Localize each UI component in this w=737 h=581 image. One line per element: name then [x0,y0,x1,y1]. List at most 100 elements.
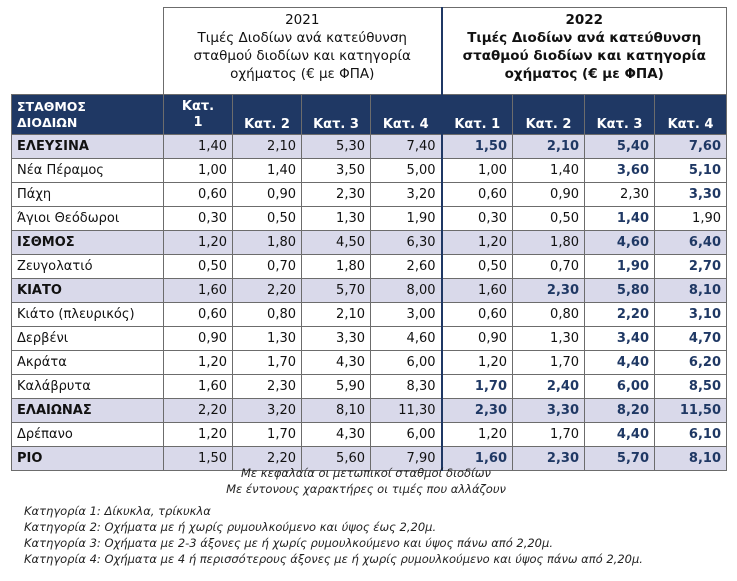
price-2022-k2: 2,30 [512,446,585,471]
price-2021-k4: 7,90 [370,446,442,471]
price-2021-k2: 2,20 [232,446,302,471]
price-2021-k4: 8,00 [370,278,442,303]
price-2021-k3: 1,30 [301,206,371,231]
price-2022-k4: 1,90 [654,206,727,231]
price-2022-k2: 1,70 [512,422,585,447]
price-2022-k4: 3,10 [654,302,727,327]
price-2021-k4: 2,60 [370,254,442,279]
col-2022-k2: Κατ. 2 [512,94,585,135]
price-2022-k1: 1,60 [440,446,513,471]
price-2022-k2: 1,80 [512,230,585,255]
price-2021-k3: 2,30 [301,182,371,207]
price-2022-k2: 2,30 [512,278,585,303]
legend-item: Κατηγορία 4: Οχήματα με 4 ή περισσότερου… [24,552,643,566]
col-2022-k1: Κατ. 1 [440,94,513,135]
price-2021-k2: 1,30 [232,326,302,351]
price-2021-k3: 3,30 [301,326,371,351]
price-2022-k4: 6,10 [654,422,727,447]
legend-item: Κατηγορία 3: Οχήματα με 2-3 άξονες με ή … [24,536,553,550]
station-name: Ακράτα [11,350,164,375]
price-2022-k2: 1,30 [512,326,585,351]
price-2021-k2: 1,80 [232,230,302,255]
col-2021-k1-line1: Κατ. [181,98,215,114]
price-2021-k4: 7,40 [370,134,442,159]
price-2022-k4: 6,40 [654,230,727,255]
year-2022-label: 2022 [565,12,604,28]
price-2022-k4: 11,50 [654,398,727,423]
price-2022-k1: 1,60 [440,278,513,303]
price-2021-k3: 1,80 [301,254,371,279]
price-2021-k3: 4,30 [301,350,371,375]
price-2022-k2: 0,70 [512,254,585,279]
toll-table: 2021 Τιμές Διοδίων ανά κατεύθυνση σταθμο… [11,7,727,471]
price-2022-k3: 6,00 [584,374,655,399]
col-2022-k3: Κατ. 3 [584,94,655,135]
price-2022-k3: 3,60 [584,158,655,183]
price-2021-k2: 0,80 [232,302,302,327]
price-2022-k2: 0,80 [512,302,585,327]
price-2021-k4: 3,20 [370,182,442,207]
col-2021-k3: Κατ. 3 [301,94,371,135]
table-row: Καλάβρυτα 1,60 2,30 5,90 8,30 1,70 2,40 6,00 8,5… [11,374,727,399]
column-header-row: ΣΤΑΘΜΟΣ ΔΙΟΔΙΩΝ Κατ. 1 Κατ. 2 Κατ. 3 Κατ… [11,94,727,135]
price-2021-k4: 11,30 [370,398,442,423]
price-2022-k2: 1,70 [512,350,585,375]
price-2022-k1: 1,00 [440,158,513,183]
col-2021-k2: Κατ. 2 [232,94,302,135]
price-2022-k4: 8,10 [654,278,727,303]
price-2022-k4: 4,70 [654,326,727,351]
station-name: ΚΙΑΤΟ [11,278,164,303]
price-2022-k3: 4,40 [584,422,655,447]
table-row: ΕΛΕΥΣΙΝΑ 1,40 2,10 5,30 7,40 1,50 2,10 5,40 7,60 [11,134,727,159]
price-2022-k1: 0,60 [440,302,513,327]
price-2022-k4: 8,10 [654,446,727,471]
station-name: Πάχη [11,182,164,207]
price-2022-k3: 3,40 [584,326,655,351]
table-row: ΡΙΟ 1,50 2,20 5,60 7,90 1,60 2,30 5,70 8,10 [11,446,727,471]
station-name: Δρέπανο [11,422,164,447]
price-2021-k1: 1,20 [163,350,233,375]
table-row: ΙΣΘΜΟΣ 1,20 1,80 4,50 6,30 1,20 1,80 4,60 6,40 [11,230,727,255]
price-2022-k3: 5,40 [584,134,655,159]
station-name: Καλάβρυτα [11,374,164,399]
bold-note: Με έντονους χαρακτήρες οι τιμές που αλλά… [226,482,506,496]
col-2021-k1: Κατ. 1 [163,94,233,135]
station-header-line1: ΣΤΑΘΜΟΣ [17,98,86,114]
desc-2022-line3: οχήματος (€ με ΦΠΑ) [504,66,664,82]
table-row: Κιάτο (πλευρικός) 0,60 0,80 2,10 3,00 0,60 0,8… [11,302,727,327]
price-2021-k4: 1,90 [370,206,442,231]
station-name: Δερβένι [11,326,164,351]
price-2021-k4: 8,30 [370,374,442,399]
desc-2022-line2: σταθμού διοδίων και κατηγορία [462,48,706,64]
table-notes: Με κεφαλαία οι μετωπικοί σταθμοί διοδίων… [11,465,721,497]
price-2021-k2: 2,10 [232,134,302,159]
table-row: Δερβένι 0,90 1,30 3,30 4,60 0,90 1,30 3,40 4,70 [11,326,727,351]
desc-2021-line1: Τιμές Διοδίων ανά κατεύθυνση [197,30,407,46]
price-2022-k3: 2,20 [584,302,655,327]
price-2022-k1: 0,60 [440,182,513,207]
price-2022-k2: 2,40 [512,374,585,399]
price-2021-k3: 4,50 [301,230,371,255]
price-2022-k3: 1,40 [584,206,655,231]
price-2021-k1: 1,20 [163,422,233,447]
price-2022-k4: 3,30 [654,182,727,207]
desc-2021-line2: σταθμού διοδίων και κατηγορία [193,48,411,64]
station-name: ΕΛΕΥΣΙΝΑ [11,134,164,159]
table-row: Άγιοι Θεόδωροι 0,30 0,50 1,30 1,90 0,30 0,50 1,… [11,206,727,231]
caps-note: Με κεφαλαία οι μετωπικοί σταθμοί διοδίων [241,466,491,480]
station-name: Κιάτο (πλευρικός) [11,302,164,327]
price-2021-k3: 8,10 [301,398,371,423]
legend-item: Κατηγορία 2: Οχήματα με ή χωρίς ρυμουλκο… [24,520,437,534]
price-2021-k4: 4,60 [370,326,442,351]
price-2021-k3: 5,30 [301,134,371,159]
price-2021-k2: 1,40 [232,158,302,183]
price-2021-k2: 3,20 [232,398,302,423]
price-2021-k1: 0,90 [163,326,233,351]
table-row: Πάχη 0,60 0,90 2,30 3,20 0,60 0,90 2,30 3,30 [11,182,727,207]
price-2021-k4: 6,00 [370,350,442,375]
col-2022-k4: Κατ. 4 [654,94,727,135]
price-2022-k2: 2,10 [512,134,585,159]
price-2022-k2: 0,90 [512,182,585,207]
price-2022-k4: 5,10 [654,158,727,183]
price-2022-k3: 4,40 [584,350,655,375]
